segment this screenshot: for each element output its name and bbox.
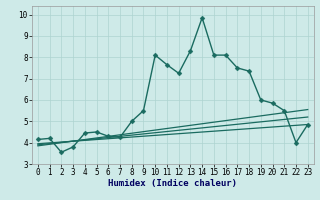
X-axis label: Humidex (Indice chaleur): Humidex (Indice chaleur) (108, 179, 237, 188)
